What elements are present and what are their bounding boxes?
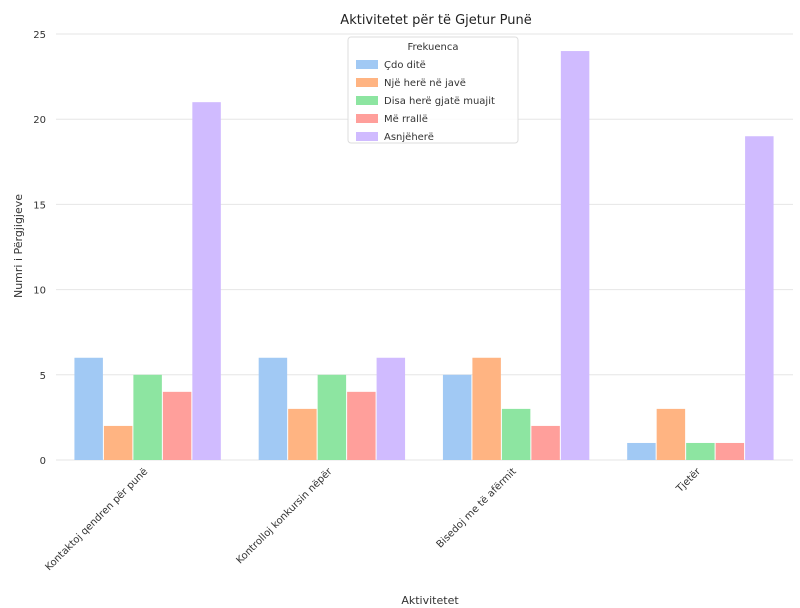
y-tick-label: 20 [33, 115, 46, 126]
legend-swatch-3 [356, 114, 378, 123]
x-tick-label: Tjetër [674, 466, 704, 496]
bar-0-2 [442, 374, 472, 460]
chart-title: Aktivitetet për të Gjetur Punë [340, 13, 531, 28]
y-tick-label: 5 [40, 371, 46, 382]
legend-swatch-4 [356, 132, 378, 141]
bar-4-1 [376, 357, 406, 460]
bar-3-0 [162, 391, 192, 460]
legend-entry-2: Disa herë gjatë muajit [384, 96, 495, 107]
y-tick-label: 10 [33, 286, 46, 297]
legend-swatch-0 [356, 60, 378, 69]
y-tick-label: 25 [33, 30, 46, 41]
bar-4-3 [745, 136, 774, 461]
legend-entry-4: Asnjëherë [384, 132, 434, 143]
legend-box [347, 36, 519, 144]
bar-1-3 [656, 408, 686, 460]
bar-3-3 [715, 442, 745, 460]
legend-swatch-1 [356, 78, 378, 87]
bar-1-0 [103, 425, 133, 460]
bar-1-1 [288, 408, 317, 460]
x-axis-label: Aktivitetet [401, 594, 459, 607]
x-tick-label: Kontrolloj konkursin nëpër [234, 466, 335, 567]
legend-entry-3: Më rrallë [384, 114, 428, 125]
legend-entry-0: Çdo ditë [384, 60, 426, 71]
bar-1-2 [472, 357, 501, 460]
legend: Frekuenca Çdo ditë Një herë në javë Disa h… [347, 36, 519, 144]
legend-swatch-2 [356, 96, 378, 105]
x-tick-label: Bisedoj me të afërmit [435, 466, 519, 550]
y-axis-label: Numri i Përgjigjeve [12, 194, 25, 298]
x-tick-label: Kontaktoj qendren për punë [43, 466, 150, 573]
legend-entry-1: Një herë në javë [384, 78, 466, 89]
bar-4-2 [560, 51, 590, 460]
bar-2-3 [686, 442, 715, 460]
bar-2-1 [317, 374, 347, 460]
legend-title: Frekuenca [407, 42, 458, 53]
bar-2-0 [133, 374, 162, 460]
bar-0-3 [627, 442, 656, 460]
bar-0-0 [74, 357, 103, 460]
y-tick-label: 15 [33, 200, 46, 211]
bars [74, 51, 774, 461]
bar-0-1 [258, 357, 288, 460]
bar-4-0 [192, 102, 221, 460]
bar-3-1 [347, 391, 376, 460]
bar-2-2 [501, 408, 531, 460]
y-tick-label: 0 [40, 456, 46, 467]
bar-3-2 [531, 425, 560, 460]
